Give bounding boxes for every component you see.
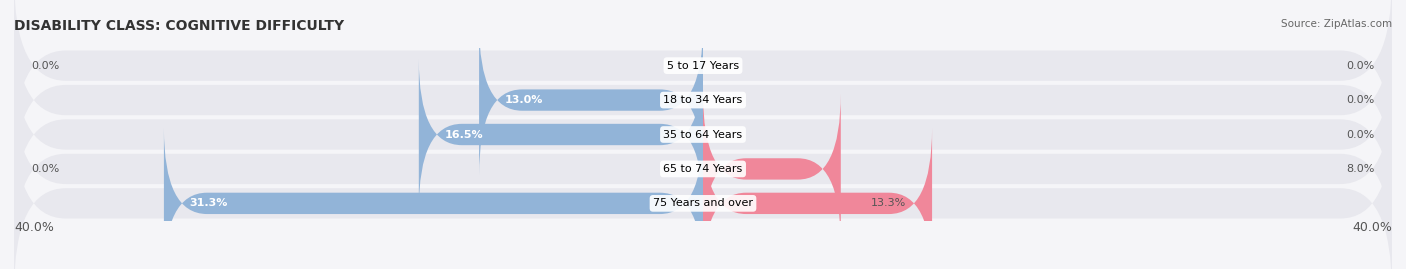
Text: 13.0%: 13.0% [505,95,543,105]
Text: 31.3%: 31.3% [190,198,228,208]
Text: 5 to 17 Years: 5 to 17 Years [666,61,740,71]
FancyBboxPatch shape [14,0,1392,154]
Text: 40.0%: 40.0% [1353,221,1392,233]
Text: 16.5%: 16.5% [444,129,484,140]
Text: 18 to 34 Years: 18 to 34 Years [664,95,742,105]
Text: Source: ZipAtlas.com: Source: ZipAtlas.com [1281,19,1392,29]
Text: 0.0%: 0.0% [1347,95,1375,105]
Text: 13.3%: 13.3% [870,198,907,208]
Text: 0.0%: 0.0% [31,164,59,174]
Text: 0.0%: 0.0% [31,61,59,71]
FancyBboxPatch shape [703,94,841,244]
FancyBboxPatch shape [703,128,932,269]
Text: 40.0%: 40.0% [14,221,53,233]
Text: 65 to 74 Years: 65 to 74 Years [664,164,742,174]
FancyBboxPatch shape [14,115,1392,269]
Text: 8.0%: 8.0% [1347,164,1375,174]
FancyBboxPatch shape [14,12,1392,188]
Text: 0.0%: 0.0% [1347,61,1375,71]
FancyBboxPatch shape [479,25,703,175]
Text: DISABILITY CLASS: COGNITIVE DIFFICULTY: DISABILITY CLASS: COGNITIVE DIFFICULTY [14,19,344,33]
FancyBboxPatch shape [165,128,703,269]
FancyBboxPatch shape [419,59,703,210]
Text: 0.0%: 0.0% [1347,129,1375,140]
FancyBboxPatch shape [14,46,1392,223]
Text: 75 Years and over: 75 Years and over [652,198,754,208]
FancyBboxPatch shape [14,81,1392,257]
Text: 35 to 64 Years: 35 to 64 Years [664,129,742,140]
